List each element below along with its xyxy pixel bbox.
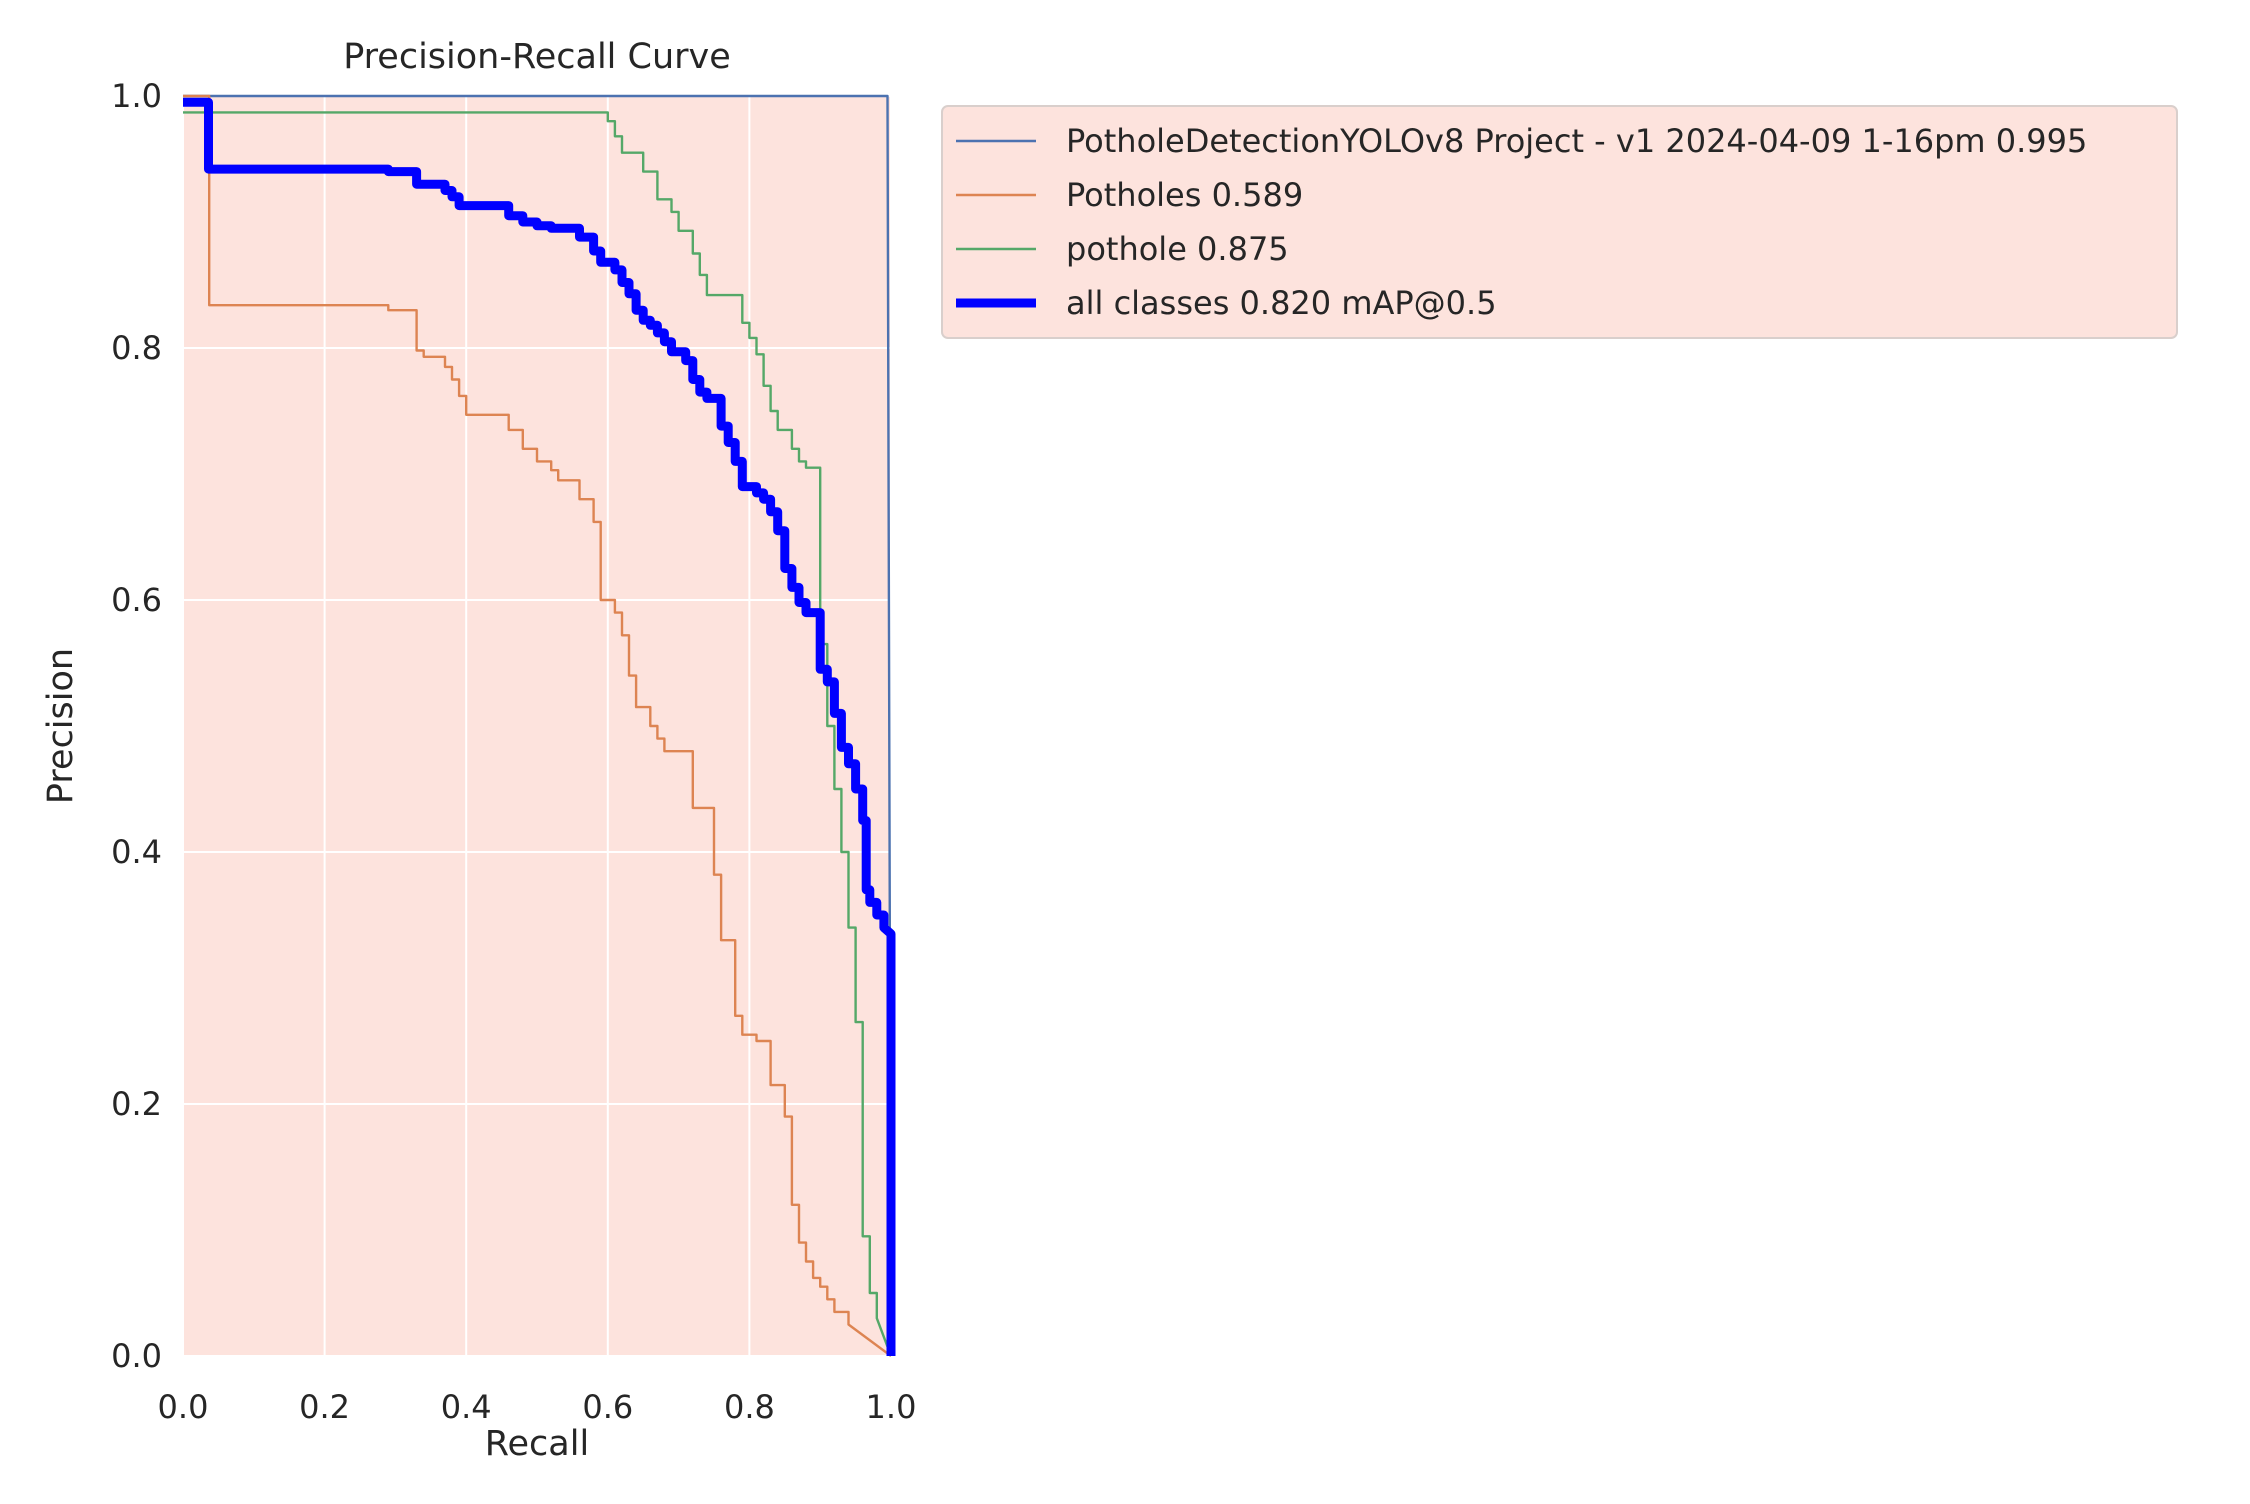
x-tick-label: 1.0	[866, 1388, 917, 1426]
x-tick-label: 0.4	[441, 1388, 492, 1426]
y-tick-label: 0.4	[111, 833, 162, 871]
tick-labels: 0.0 0.2 0.4 0.6 0.8 1.0 0.0 0.2 0.4 0.6 0.8 1.0	[111, 77, 916, 1426]
legend: PotholeDetectionYOLOv8 Project - v1 2024…	[941, 105, 2178, 339]
x-axis-label: Recall	[485, 1424, 589, 1464]
legend-label-3: all classes 0.820 mAP@0.5	[1066, 284, 1497, 322]
y-tick-label: 0.0	[111, 1337, 162, 1375]
y-tick-label: 0.6	[111, 581, 162, 619]
series-lines	[183, 94, 896, 1357]
y-tick-label: 0.2	[111, 1085, 162, 1123]
x-tick-label: 0.0	[158, 1388, 209, 1426]
series-line-1	[183, 94, 892, 1357]
chart-title: Precision-Recall Curve	[343, 37, 731, 77]
legend-entries: PotholeDetectionYOLOv8 Project - v1 2024…	[956, 122, 2087, 322]
y-tick-label: 1.0	[111, 77, 162, 115]
y-axis-label: Precision	[41, 648, 81, 804]
legend-box	[941, 105, 2178, 339]
plot-area	[183, 96, 891, 1356]
x-tick-label: 0.8	[724, 1388, 775, 1426]
x-tick-label: 0.2	[299, 1388, 350, 1426]
legend-label-2: pothole 0.875	[1066, 230, 1289, 268]
series-line-3	[183, 97, 896, 1356]
legend-label-0: PotholeDetectionYOLOv8 Project - v1 2024…	[1066, 122, 2087, 160]
x-tick-label: 0.6	[582, 1388, 633, 1426]
series-line-2	[183, 111, 893, 1357]
y-tick-label: 0.8	[111, 329, 162, 367]
legend-label-1: Potholes 0.589	[1066, 176, 1303, 214]
